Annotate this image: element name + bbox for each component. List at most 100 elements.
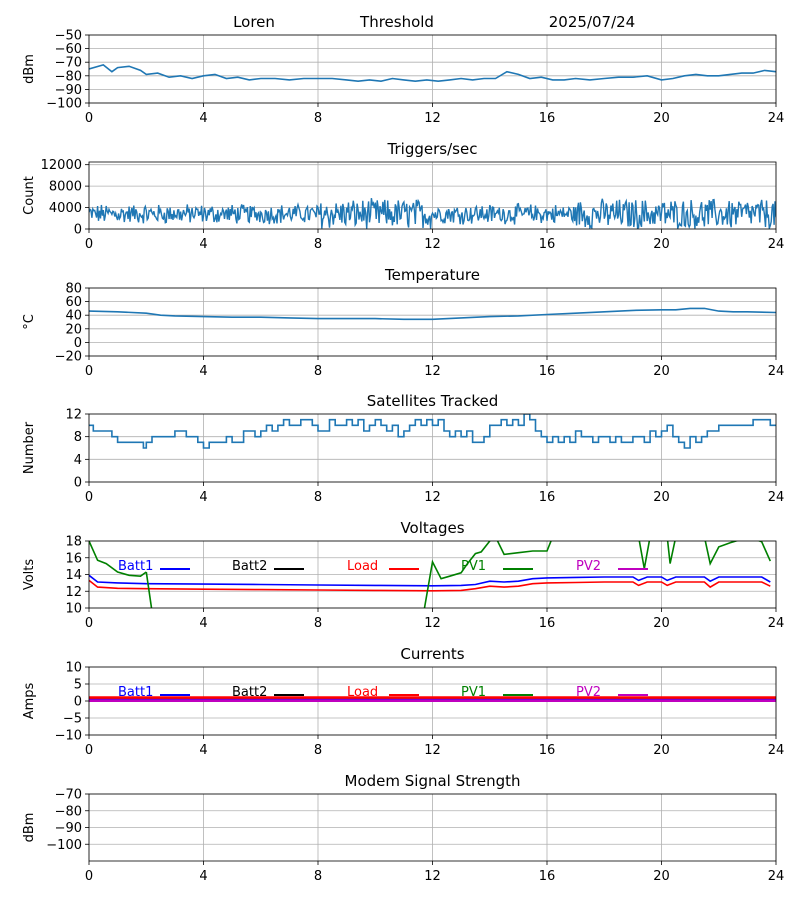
y-tick-label: 12000 (41, 158, 82, 173)
x-tick-label: 24 (768, 869, 785, 884)
legend-item-batt1: Batt1 (118, 685, 190, 700)
x-tick-label: 0 (85, 616, 93, 631)
x-tick-label: 12 (424, 111, 441, 126)
y-tick-label: 10 (65, 661, 82, 676)
y-tick-label: 16 (65, 551, 82, 566)
x-tick-label: 20 (653, 869, 670, 884)
series-line-pv1 (423, 541, 552, 608)
y-tick-label: −70 (55, 788, 82, 803)
x-tick-label: 8 (314, 490, 322, 505)
y-tick-label: 0 (74, 223, 82, 238)
series-line-pv1 (89, 541, 147, 578)
x-tick-label: 8 (314, 364, 322, 379)
panel-threshold: 0 4 8 12 16 20 24 −100−90−80−70−60−50 dBm (22, 29, 784, 127)
x-tick-label: 0 (85, 111, 93, 126)
panel-title: Triggers/sec (387, 140, 478, 158)
y-tick-label: 4 (74, 453, 82, 468)
legend-item-pv1: PV1 (461, 685, 533, 700)
x-tick-label: 24 (768, 743, 785, 758)
x-tick-label: 16 (539, 490, 556, 505)
series-line-batt1 (89, 574, 771, 587)
grid-lines (88, 793, 777, 861)
y-tick-label: −90 (55, 83, 82, 98)
x-tick-label: 4 (199, 237, 207, 252)
y-tick-label: 8000 (49, 180, 82, 195)
x-tick-label: 4 (199, 743, 207, 758)
y-tick-label: −20 (55, 350, 82, 365)
y-axis-label: dBm (22, 813, 37, 843)
x-tick-label: 12 (424, 743, 441, 758)
x-tick-label: 0 (85, 237, 93, 252)
legend-item-load: Load (347, 685, 419, 700)
legend-label: PV1 (461, 559, 486, 574)
y-tick-label: −80 (55, 69, 82, 84)
legend-label: Batt2 (232, 685, 267, 700)
series-line-pv1 (666, 541, 676, 564)
x-tick-label: 24 (768, 237, 785, 252)
y-tick-label: 20 (65, 322, 82, 337)
x-tick-label: 20 (653, 364, 670, 379)
panel-currents: Currents 0 4 8 12 16 20 24 −10 −5 0 5 10 Amps Batt1 Bat… (22, 645, 784, 758)
y-tick-label: −100 (46, 97, 82, 112)
y-tick-label: −70 (55, 56, 82, 71)
x-tick-label: 4 (199, 364, 207, 379)
legend-label: Batt1 (118, 559, 153, 574)
y-tick-label: 12 (65, 585, 82, 600)
plot-frame (88, 161, 777, 230)
legend-item-load: Load (347, 559, 419, 574)
x-tick-label: 12 (424, 869, 441, 884)
x-tick-label: 0 (85, 743, 93, 758)
x-tick-label: 0 (85, 364, 93, 379)
x-tick-label: 12 (424, 237, 441, 252)
plot-area (89, 414, 776, 449)
panel-title: Satellites Tracked (367, 392, 498, 410)
x-tick-label: 16 (539, 869, 556, 884)
legend-label: PV1 (461, 685, 486, 700)
plot-frame (88, 540, 777, 609)
y-tick-label: −100 (46, 838, 82, 853)
x-tick-label: 0 (85, 490, 93, 505)
legend-label: Load (347, 559, 378, 574)
y-tick-label: −80 (55, 804, 82, 819)
x-tick-label: 24 (768, 364, 785, 379)
y-tick-label: 12 (65, 408, 82, 423)
plot-area (89, 541, 772, 608)
y-tick-label: −90 (55, 821, 82, 836)
legend-item-pv1: PV1 (461, 559, 533, 574)
panel-satellites: Satellites Tracked 0 4 8 12 16 20 24 0 4 8 12 Number (22, 392, 784, 505)
panel-triggers: Triggers/sec 0 4 8 12 16 20 24 0 4000 8000 12000 Cou… (22, 140, 784, 252)
plot-area (89, 307, 776, 321)
y-tick-label: 4000 (49, 201, 82, 216)
series-line-load (89, 579, 771, 592)
panel-title: Temperature (384, 266, 480, 284)
x-tick-label: 4 (199, 490, 207, 505)
x-tick-label: 16 (539, 237, 556, 252)
plot-frame (88, 666, 777, 736)
header-date: 2025/07/24 (549, 13, 635, 31)
x-tick-label: 4 (199, 111, 207, 126)
x-tick-label: 8 (314, 237, 322, 252)
x-tick-label: 20 (653, 237, 670, 252)
y-tick-label: −5 (63, 712, 82, 727)
x-tick-label: 8 (314, 869, 322, 884)
y-axis-label: Volts (22, 559, 37, 591)
legend-item-batt2: Batt2 (232, 685, 304, 700)
y-tick-label: 0 (74, 695, 82, 710)
x-tick-label: 8 (314, 111, 322, 126)
series-line-pv1 (145, 571, 153, 608)
y-tick-label: 5 (74, 678, 82, 693)
y-tick-label: 10 (65, 602, 82, 617)
x-tick-label: 24 (768, 490, 785, 505)
x-tick-label: 12 (424, 616, 441, 631)
legend-item-batt2: Batt2 (232, 559, 304, 574)
x-tick-label: 16 (539, 364, 556, 379)
y-tick-label: 40 (65, 309, 82, 324)
panel-title: Modem Signal Strength (345, 772, 521, 790)
x-tick-label: 24 (768, 616, 785, 631)
y-axis-label: Number (22, 421, 37, 474)
x-tick-label: 12 (424, 364, 441, 379)
x-tick-label: 0 (85, 869, 93, 884)
y-axis-label: Amps (22, 682, 37, 719)
